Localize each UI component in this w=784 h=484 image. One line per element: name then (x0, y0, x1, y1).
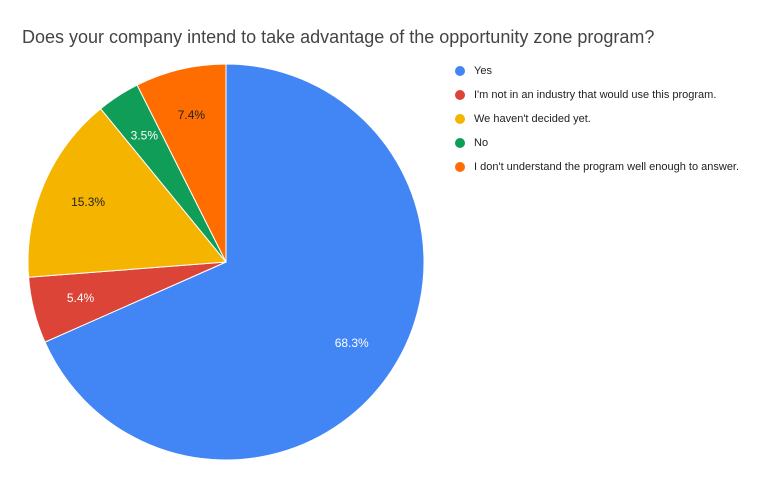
chart-title: Does your company intend to take advanta… (22, 27, 654, 47)
legend-label: I don't understand the program well enou… (474, 161, 739, 173)
legend-label: We haven't decided yet. (474, 113, 591, 125)
legend-marker (455, 114, 465, 124)
slice-label: 5.4% (67, 291, 95, 305)
slice-label: 15.3% (71, 195, 105, 209)
pie-slice (27, 108, 227, 278)
slice-label: 7.4% (178, 108, 206, 122)
legend-marker (455, 138, 465, 148)
legend-marker (455, 90, 465, 100)
slice-label: 68.3% (335, 336, 369, 350)
pie-slice (136, 63, 227, 263)
legend-marker (455, 162, 465, 172)
legend-label: No (474, 137, 488, 149)
pie-slice (44, 63, 425, 461)
legend-marker (455, 66, 465, 76)
legend-label: Yes (474, 65, 492, 77)
legend-label: I'm not in an industry that would use th… (474, 89, 716, 101)
slice-label: 3.5% (131, 128, 159, 142)
